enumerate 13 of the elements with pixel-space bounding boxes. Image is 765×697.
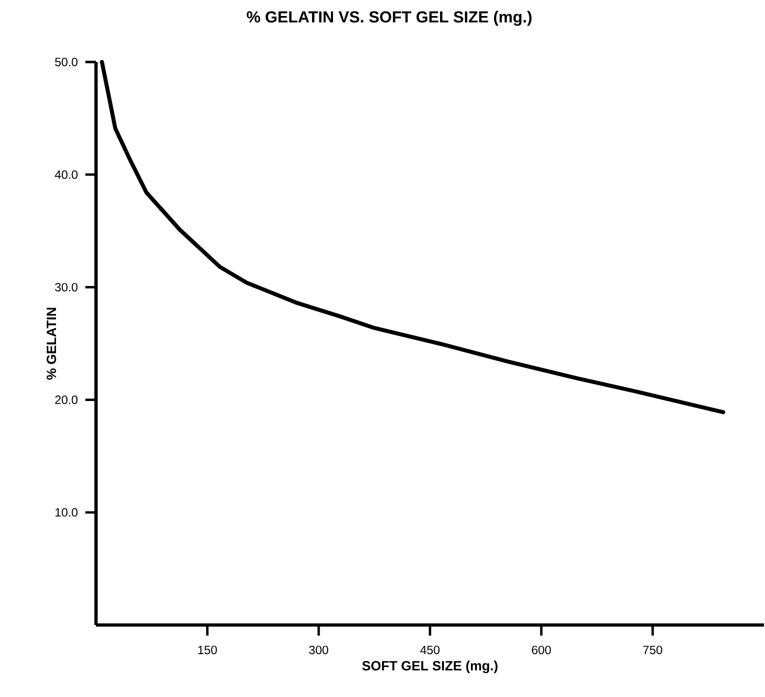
x-tick-label: 750 — [643, 646, 662, 654]
x-axis-title: SOFT GEL SIZE (mg.) — [362, 660, 498, 674]
x-tick-label: 600 — [532, 646, 551, 654]
chart-title: % GELATIN VS. SOFT GEL SIZE (mg.) — [246, 10, 532, 26]
y-axis-title: % GELATIN — [46, 308, 56, 380]
x-tick-label: 450 — [420, 646, 440, 654]
y-tick-label: 20.0 — [55, 396, 78, 404]
y-tick-label: 10.0 — [56, 508, 78, 517]
y-tick-label: 30.0 — [55, 282, 78, 292]
y-tick-label: 40.0 — [54, 170, 78, 179]
x-tick-label: 150 — [198, 646, 217, 654]
y-tick-label: 50.0 — [55, 58, 78, 66]
x-tick-label: 300 — [309, 646, 328, 654]
